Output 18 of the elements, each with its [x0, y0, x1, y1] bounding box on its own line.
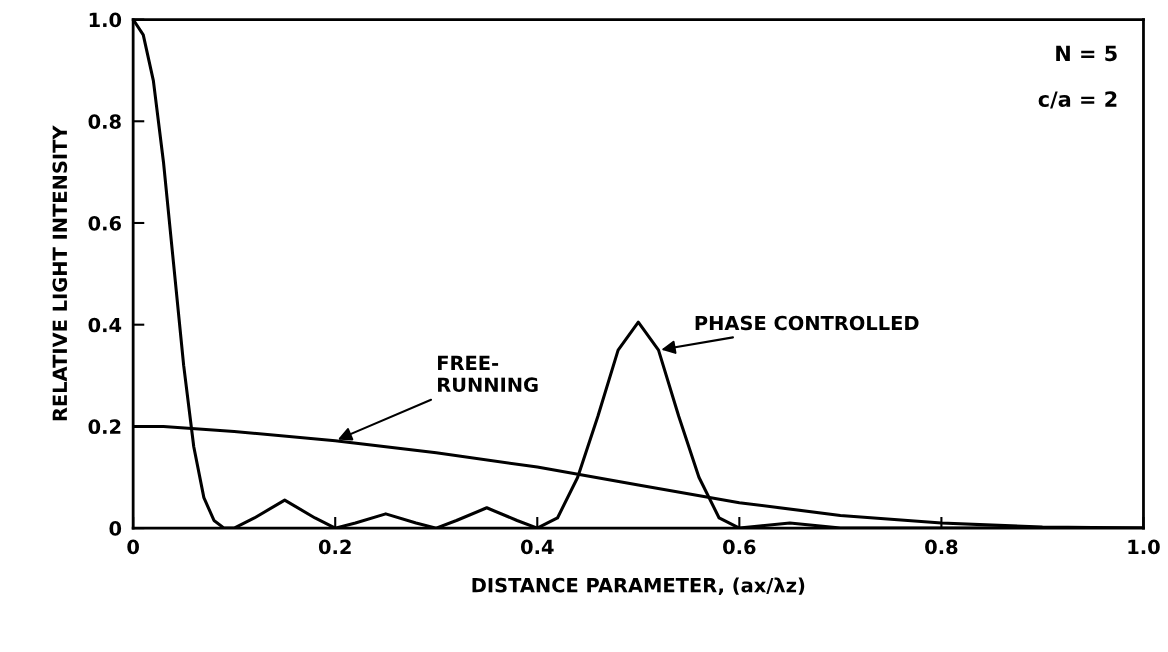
text: PHASE CONTROLLED	[695, 315, 919, 331]
y-axis-title: RELATIVE LIGHT INTENSITY	[52, 125, 68, 421]
x-tick-label: 0.4	[520, 539, 554, 555]
y-tick-label: 1.0	[89, 12, 122, 28]
y-tick-label: 0.6	[88, 215, 121, 231]
x-axis-title: DISTANCE PARAMETER, (ax/λz)	[472, 577, 805, 596]
y-tick-label: 0.4	[88, 317, 122, 333]
x-tick-label: 0	[127, 539, 139, 555]
y-tick-label: 0	[109, 521, 122, 536]
x-tick-label: 0.6	[723, 539, 756, 555]
text: FREE- RUNNING	[438, 355, 538, 393]
y-tick-label: 0.2	[88, 419, 121, 435]
y-tick-label: 0.8	[88, 114, 121, 129]
annotation: c/a = 2	[1038, 91, 1117, 109]
x-tick-label: 0.8	[925, 539, 958, 555]
x-tick-label: 1.0	[1128, 539, 1160, 555]
x-tick-label: 0.2	[318, 539, 351, 555]
annotation: N = 5	[1056, 45, 1117, 62]
